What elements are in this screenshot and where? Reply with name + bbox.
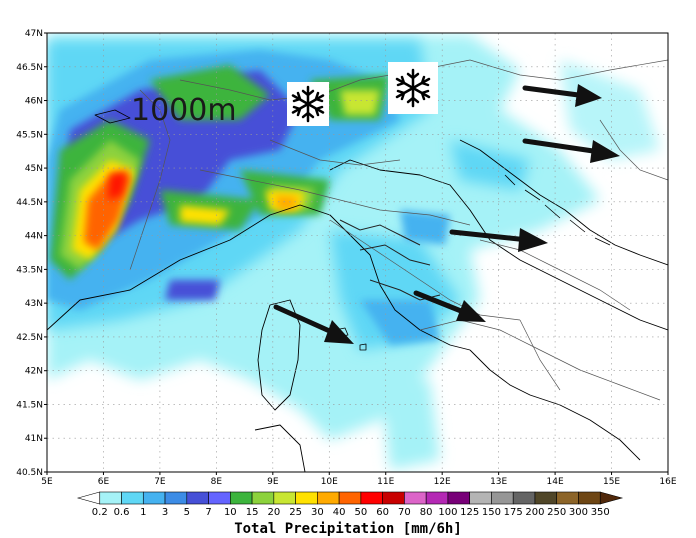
colorbar-swatch [491, 491, 514, 505]
lat-label: 47N [25, 29, 43, 39]
colorbar-label: 175 [504, 507, 523, 518]
lon-label: 7E [154, 477, 166, 487]
lat-label: 45.5N [16, 130, 43, 140]
lon-label: 8E [211, 477, 223, 487]
colorbar-swatch [578, 491, 601, 505]
colorbar-label: 25 [289, 507, 302, 518]
colorbar-label: 7 [205, 507, 211, 518]
lon-label: 16E [659, 477, 676, 487]
gridlines [47, 33, 668, 472]
colorbar-label: 250 [547, 507, 566, 518]
wind-arrows [273, 84, 620, 344]
colorbar-label: 70 [398, 507, 411, 518]
colorbar-label: 100 [438, 507, 457, 518]
colorbar-label: 0.2 [92, 507, 108, 518]
colorbar-label: 0.6 [114, 507, 130, 518]
colorbar-swatch [360, 491, 383, 505]
borders [129, 59, 668, 401]
wind-arrow [273, 304, 354, 344]
snowflake-icon [388, 62, 438, 114]
colorbar-swatch [295, 491, 318, 505]
wind-arrow [522, 138, 620, 163]
map-frame [46, 32, 669, 473]
colorbar-title: Total Precipitation [mm/6h] [234, 521, 462, 537]
altitude-label: 1000m [131, 93, 237, 128]
colorbar-label: 80 [420, 507, 433, 518]
wind-arrow [413, 290, 486, 322]
colorbar-label: 10 [224, 507, 237, 518]
lon-label: 15E [603, 477, 620, 487]
lat-label: 41.5N [16, 400, 43, 410]
colorbar-swatch [208, 491, 231, 505]
colorbar-label: 1 [140, 507, 146, 518]
colorbar-swatch [512, 491, 536, 505]
colorbar-label: 20 [267, 507, 280, 518]
wind-arrow [522, 84, 602, 107]
colorbar-label: 50 [355, 507, 368, 518]
colorbar-label: 30 [311, 507, 324, 518]
colorbar-label: 300 [569, 507, 588, 518]
colorbar-swatch [599, 491, 624, 505]
lon-label: 13E [490, 477, 507, 487]
snowflake-icon [287, 82, 329, 126]
lon-label: 14E [547, 477, 564, 487]
latitude-axis: 47N 46.5N 46N 45.5N 45N 44.5N 44N 43.5N 43N 42.5N… [16, 29, 47, 478]
wind-arrow [449, 228, 548, 252]
lat-label: 42N [25, 367, 43, 377]
lon-label: 10E [321, 477, 338, 487]
colorbar-label: 150 [482, 507, 501, 518]
lon-label: 11E [377, 477, 394, 487]
lat-label: 46N [25, 97, 43, 107]
colorbar-swatch [142, 491, 166, 505]
lat-label: 43N [25, 299, 43, 309]
lat-label: 42.5N [16, 333, 43, 343]
lat-label: 43.5N [16, 265, 43, 275]
colorbar-swatch [469, 491, 492, 505]
colorbar-label: 3 [162, 507, 168, 518]
colorbar-swatch [425, 491, 449, 505]
lon-label: 5E [41, 477, 53, 487]
lat-label: 44N [25, 232, 43, 242]
coastlines [47, 109, 668, 472]
colorbar-swatch [76, 491, 101, 505]
colorbar-swatch [230, 491, 253, 505]
lat-label: 45N [25, 164, 43, 174]
lat-label: 41N [25, 434, 43, 444]
colorbar-swatch [404, 491, 427, 505]
colorbar-label: 125 [460, 507, 479, 518]
colorbar-swatch [273, 491, 296, 505]
lon-label: 6E [98, 477, 110, 487]
longitude-axis: 5E 6E 7E 8E 9E 10E 11E 12E 13E 14E 15E 16E [41, 472, 677, 487]
colorbar-swatch [121, 491, 144, 505]
colorbar-swatch [447, 491, 470, 505]
colorbar-swatch [382, 491, 405, 505]
colorbar-label: 60 [376, 507, 389, 518]
colorbar-label: 200 [525, 507, 544, 518]
lat-label: 40.5N [16, 468, 43, 478]
colorbar-swatch [317, 491, 340, 505]
lat-label: 44.5N [16, 198, 43, 208]
colorbar-swatch [186, 491, 209, 505]
colorbar-label: 40 [333, 507, 346, 518]
colorbar-swatch [164, 491, 188, 505]
colorbar-label: 15 [246, 507, 259, 518]
lon-label: 12E [434, 477, 451, 487]
colorbar-label: 5 [184, 507, 190, 518]
colorbar-swatch [556, 491, 579, 505]
colorbar: 0.2 0.6 1 3 5 7 10 15 20 25 30 40 50 60 70 80 100 125 150 1… [76, 491, 624, 518]
lon-label: 9E [267, 477, 279, 487]
colorbar-swatch [534, 491, 558, 505]
lat-label: 46.5N [16, 63, 43, 73]
colorbar-swatch [251, 491, 275, 505]
colorbar-label: 350 [591, 507, 610, 518]
colorbar-swatch [99, 491, 122, 505]
colorbar-swatch [338, 491, 362, 505]
